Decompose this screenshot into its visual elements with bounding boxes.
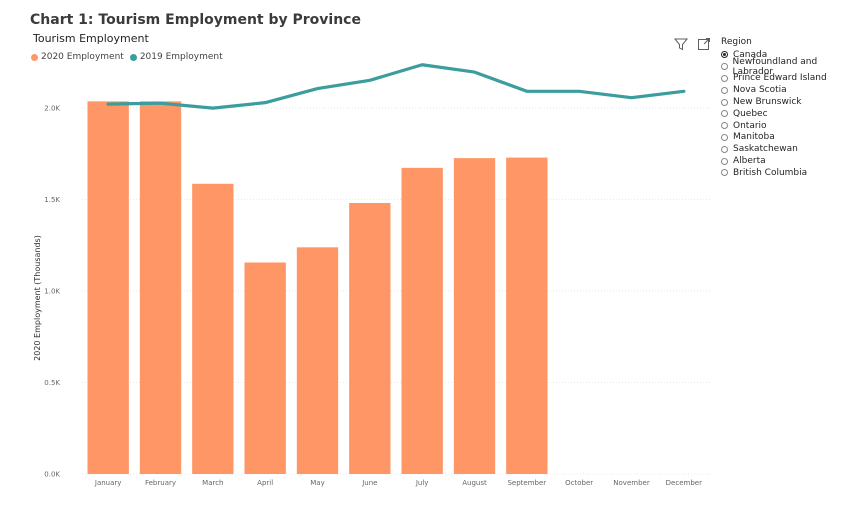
y-axis-title: 2020 Employment (Thousands) — [33, 235, 42, 361]
x-tick-label: February — [145, 479, 176, 487]
y-tick-label: 2.0K — [44, 104, 60, 112]
visual-title: Tourism Employment — [33, 32, 149, 45]
radio-button[interactable] — [721, 110, 728, 118]
slicer-item-label: Saskatchewan — [733, 144, 798, 155]
slicer-item-label: Alberta — [733, 156, 766, 167]
slicer-item[interactable]: Saskatchewan — [721, 143, 849, 155]
slicer-item[interactable]: Manitoba — [721, 132, 849, 144]
bar-2020[interactable] — [244, 262, 286, 474]
legend-dot-2020 — [31, 53, 38, 61]
slicer-item-label: Newfoundland and Labrador — [732, 56, 818, 77]
slicer-item[interactable]: Prince Edward Island — [721, 73, 849, 85]
chart-legend: 2020 Employment 2019 Employment — [31, 52, 229, 62]
legend-item-2019[interactable]: 2019 Employment — [129, 52, 223, 62]
legend-label-2020: 2020 Employment — [41, 52, 124, 62]
y-tick-label: 1.0K — [44, 287, 60, 295]
slicer-item-label: Canada — [733, 49, 768, 60]
slicer-item-label: Quebec — [733, 108, 768, 119]
x-tick-label: July — [415, 479, 429, 487]
bars-2020 — [87, 101, 548, 475]
radio-button[interactable] — [721, 122, 728, 130]
bar-2020[interactable] — [139, 101, 182, 474]
radio-button[interactable] — [721, 86, 728, 94]
radio-button[interactable] — [721, 133, 728, 141]
slicer-title: Region — [721, 37, 752, 47]
slicer-item[interactable]: Nova Scotia — [721, 84, 849, 96]
x-tick-label: September — [507, 479, 546, 487]
x-axis-ticks: January February March April May June July Augu… — [94, 479, 702, 487]
legend-label-2019: 2019 Employment — [139, 52, 223, 62]
slicer-item-label: Ontario — [733, 120, 767, 131]
slicer-item[interactable]: Canada — [721, 49, 849, 61]
x-tick-label: August — [462, 479, 487, 487]
bar-2020[interactable] — [349, 202, 391, 475]
x-tick-label: December — [666, 479, 702, 487]
region-slicer: Region Canada Newfoundland and Labrador Pr… — [721, 37, 849, 179]
x-tick-label: October — [565, 479, 593, 487]
radio-button[interactable] — [721, 157, 728, 165]
y-tick-label: 0.5K — [44, 379, 60, 387]
filter-icon[interactable] — [674, 37, 688, 51]
slicer-item-label: New Brunswick — [733, 97, 802, 108]
series-line-2019[interactable] — [106, 63, 686, 110]
slicer-item-label: British Columbia — [733, 167, 808, 178]
bar-2020[interactable] — [401, 167, 443, 474]
line-2019 — [106, 63, 686, 110]
slicer-item-label: Prince Edward Island — [733, 73, 827, 84]
legend-item-2020[interactable]: 2020 Employment — [31, 52, 124, 62]
slicer-item[interactable]: British Columbia — [721, 167, 849, 179]
radio-button[interactable] — [721, 98, 728, 106]
slicer-item-label: Nova Scotia — [733, 85, 787, 96]
slicer-item[interactable]: New Brunswick — [721, 96, 849, 108]
x-tick-label: November — [613, 479, 650, 487]
x-tick-label: April — [257, 479, 273, 487]
slicer-item-label: Manitoba — [733, 132, 775, 143]
bar-2020[interactable] — [296, 247, 339, 474]
radio-button[interactable] — [721, 51, 728, 59]
radio-button[interactable] — [721, 63, 728, 71]
slicer-item[interactable]: Ontario — [721, 120, 849, 132]
radio-button[interactable] — [721, 169, 728, 177]
bar-2020[interactable] — [192, 183, 234, 474]
slicer-item[interactable]: Alberta — [721, 155, 849, 167]
slicer-item[interactable]: Newfoundland and Labrador — [721, 57, 849, 77]
y-tick-label: 1.5K — [44, 196, 60, 204]
bar-2020[interactable] — [87, 101, 129, 474]
visual-toolbar — [674, 37, 720, 51]
slicer-list: Canada Newfoundland and Labrador Prince Ed… — [721, 49, 849, 179]
focus-mode-icon[interactable] — [697, 37, 711, 51]
radio-button[interactable] — [721, 74, 728, 82]
slicer-item[interactable]: Quebec — [721, 108, 849, 120]
y-tick-label: 0.0K — [44, 471, 60, 479]
radio-button[interactable] — [721, 145, 728, 153]
x-tick-label: May — [310, 479, 324, 487]
bar-2020[interactable] — [506, 157, 548, 475]
x-tick-label: January — [94, 479, 122, 487]
bar-2020[interactable] — [453, 158, 496, 474]
x-tick-label: June — [361, 479, 377, 487]
y-axis-ticks: 0.0K 0.5K 1.0K 1.5K 2.0K — [44, 104, 60, 478]
page-title: Chart 1: Tourism Employment by Province — [30, 12, 361, 28]
x-tick-label: March — [202, 479, 223, 487]
legend-dot-2019 — [129, 53, 137, 61]
